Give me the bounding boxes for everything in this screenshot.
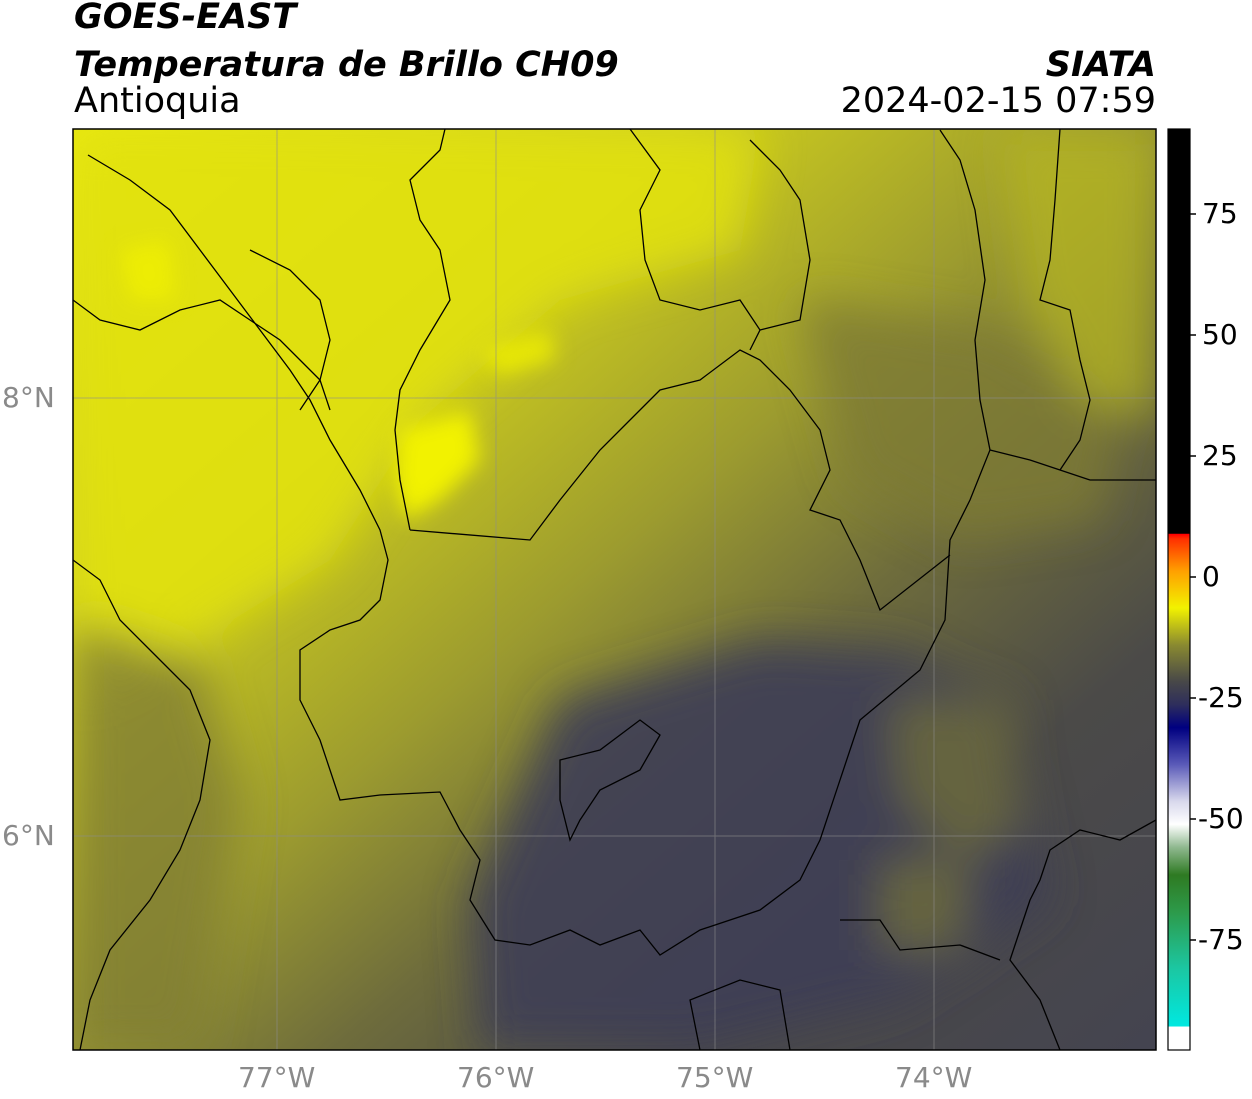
colorbar-label-0: 0	[1202, 560, 1220, 593]
brand-label: SIATA	[1045, 45, 1156, 85]
colorbar-ticks	[1190, 213, 1196, 941]
colorbar-label-25: 25	[1202, 439, 1238, 472]
lon-tick-77w: 77°W	[238, 1061, 316, 1094]
lat-tick-6n: 6°N	[2, 819, 55, 852]
datetime-label: 2024-02-15 07:59	[840, 81, 1156, 121]
colorbar-label-50: 50	[1202, 318, 1238, 351]
lon-tick-75w: 75°W	[676, 1061, 754, 1094]
map-frame	[72, 128, 1157, 1051]
graticule	[73, 129, 1156, 1050]
lon-tick-76w: 76°W	[457, 1061, 535, 1094]
temperature-field	[73, 129, 1156, 1050]
colorbar-label-minus25: -25	[1198, 681, 1244, 714]
lon-tick-74w: 74°W	[895, 1061, 973, 1094]
colorbar-label-minus50: -50	[1198, 802, 1244, 835]
department-boundaries	[73, 129, 1156, 1050]
colorbar-label-minus75: -75	[1198, 923, 1244, 956]
colorbar-frame	[1167, 128, 1191, 1051]
product-title: Temperatura de Brillo CH09	[74, 45, 619, 85]
colorbar-label-75: 75	[1202, 197, 1238, 230]
satellite-title: GOES-EAST	[74, 0, 297, 37]
colorbar	[1168, 129, 1190, 1050]
region-subtitle: Antioquia	[74, 81, 241, 121]
lat-tick-8n: 8°N	[2, 381, 55, 414]
